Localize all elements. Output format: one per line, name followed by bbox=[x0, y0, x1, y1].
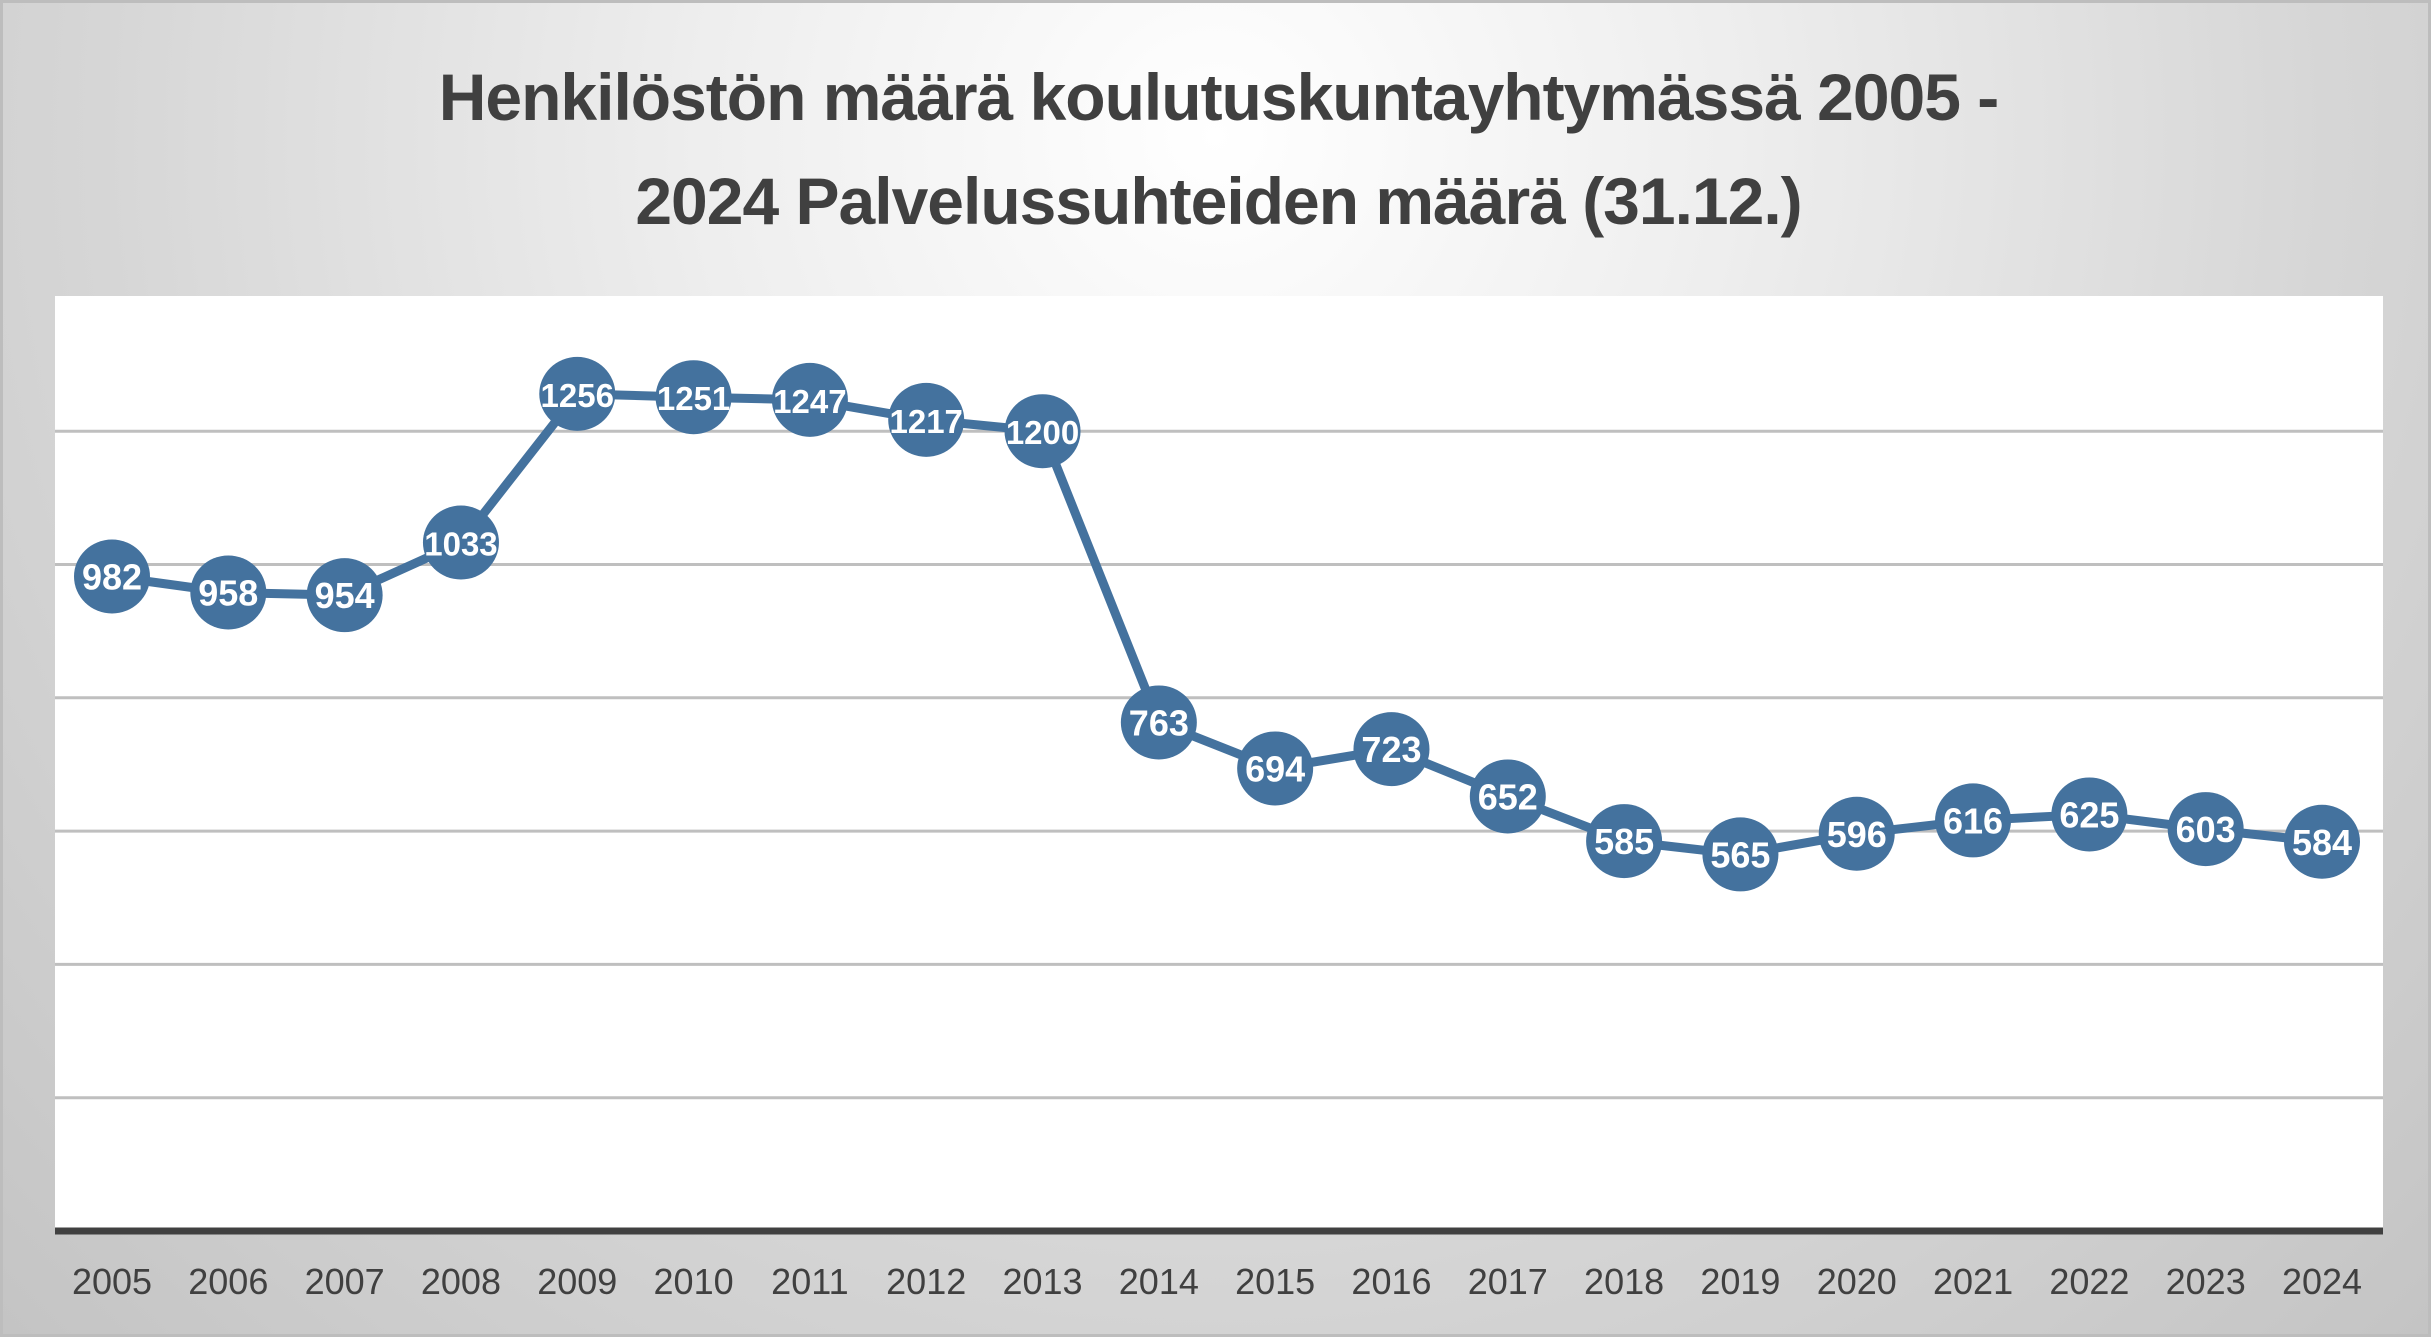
x-tick-label: 2011 bbox=[771, 1261, 849, 1302]
data-point: 723 bbox=[1353, 712, 1430, 787]
chart-title: Henkilöstön määrä koulutuskuntayhtymässä… bbox=[3, 45, 2431, 253]
data-point: 652 bbox=[1469, 759, 1546, 834]
data-label: 603 bbox=[2176, 809, 2236, 850]
x-tick-label: 2008 bbox=[420, 1261, 501, 1302]
data-label: 954 bbox=[315, 575, 375, 616]
chart-title-line-2: 2024 Palvelussuhteiden määrä (31.12.) bbox=[635, 164, 1802, 238]
data-point: 1247 bbox=[771, 362, 848, 437]
x-tick-label: 2010 bbox=[653, 1261, 734, 1302]
data-label: 584 bbox=[2292, 822, 2352, 863]
data-label: 723 bbox=[1361, 729, 1421, 770]
x-tick-label: 2023 bbox=[2165, 1261, 2246, 1302]
data-label: 1256 bbox=[541, 377, 614, 414]
data-point: 603 bbox=[2167, 792, 2244, 867]
data-label: 596 bbox=[1827, 814, 1887, 855]
data-point: 1217 bbox=[888, 382, 965, 457]
data-label: 616 bbox=[1943, 800, 2003, 841]
data-label: 625 bbox=[2059, 794, 2119, 835]
x-tick-label: 2009 bbox=[537, 1261, 618, 1302]
data-label: 1200 bbox=[1006, 414, 1079, 451]
line-chart: 982 958 954 1033 1256 1251 1247 1217 1200 763 694 7… bbox=[55, 356, 2383, 1235]
data-point: 596 bbox=[1818, 796, 1895, 871]
data-label: 763 bbox=[1129, 702, 1189, 743]
x-tick-label: 2012 bbox=[886, 1261, 967, 1302]
data-point: 616 bbox=[1935, 783, 2012, 858]
x-tick-label: 2018 bbox=[1584, 1261, 1665, 1302]
data-label: 982 bbox=[82, 556, 142, 597]
data-label: 1251 bbox=[657, 380, 730, 417]
data-point: 625 bbox=[2051, 777, 2128, 852]
x-tick-label: 2014 bbox=[1118, 1261, 1199, 1302]
data-point: 1256 bbox=[539, 356, 616, 431]
x-tick-label: 2019 bbox=[1700, 1261, 1781, 1302]
x-tick-label: 2022 bbox=[2049, 1261, 2130, 1302]
x-tick-label: 2005 bbox=[71, 1261, 153, 1302]
data-point: 763 bbox=[1120, 685, 1197, 760]
data-label: 694 bbox=[1245, 748, 1305, 789]
data-point: 982 bbox=[74, 539, 150, 614]
data-label: 652 bbox=[1478, 776, 1538, 817]
data-point: 958 bbox=[190, 555, 267, 630]
x-tick-label: 2024 bbox=[2281, 1261, 2363, 1302]
data-point: 694 bbox=[1237, 731, 1314, 806]
data-point: 584 bbox=[2284, 804, 2360, 879]
x-tick-label: 2006 bbox=[188, 1261, 269, 1302]
data-label: 1247 bbox=[773, 383, 846, 420]
data-label: 958 bbox=[198, 572, 258, 613]
data-label: 585 bbox=[1594, 821, 1654, 862]
chart-title-line-1: Henkilöstön määrä koulutuskuntayhtymässä… bbox=[438, 60, 2000, 134]
data-point: 565 bbox=[1702, 817, 1779, 892]
data-point: 1200 bbox=[1004, 394, 1081, 469]
x-tick-label: 2017 bbox=[1467, 1261, 1548, 1302]
x-tick-label: 2007 bbox=[304, 1261, 385, 1302]
x-tick-label: 2020 bbox=[1816, 1261, 1897, 1302]
series-line bbox=[111, 389, 2323, 859]
data-label: 1217 bbox=[889, 403, 962, 440]
data-label: 565 bbox=[1710, 834, 1770, 875]
plot-area bbox=[55, 296, 2383, 1231]
x-tick-label: 2021 bbox=[1933, 1261, 2014, 1302]
x-tick-label: 2015 bbox=[1235, 1261, 1316, 1302]
x-tick-label: 2013 bbox=[1002, 1261, 1083, 1302]
data-point: 585 bbox=[1586, 804, 1663, 879]
data-point: 954 bbox=[306, 558, 383, 633]
data-label: 1033 bbox=[424, 526, 497, 563]
data-point: 1251 bbox=[655, 360, 732, 435]
data-point: 1033 bbox=[422, 505, 499, 580]
x-tick-label: 2016 bbox=[1351, 1261, 1432, 1302]
